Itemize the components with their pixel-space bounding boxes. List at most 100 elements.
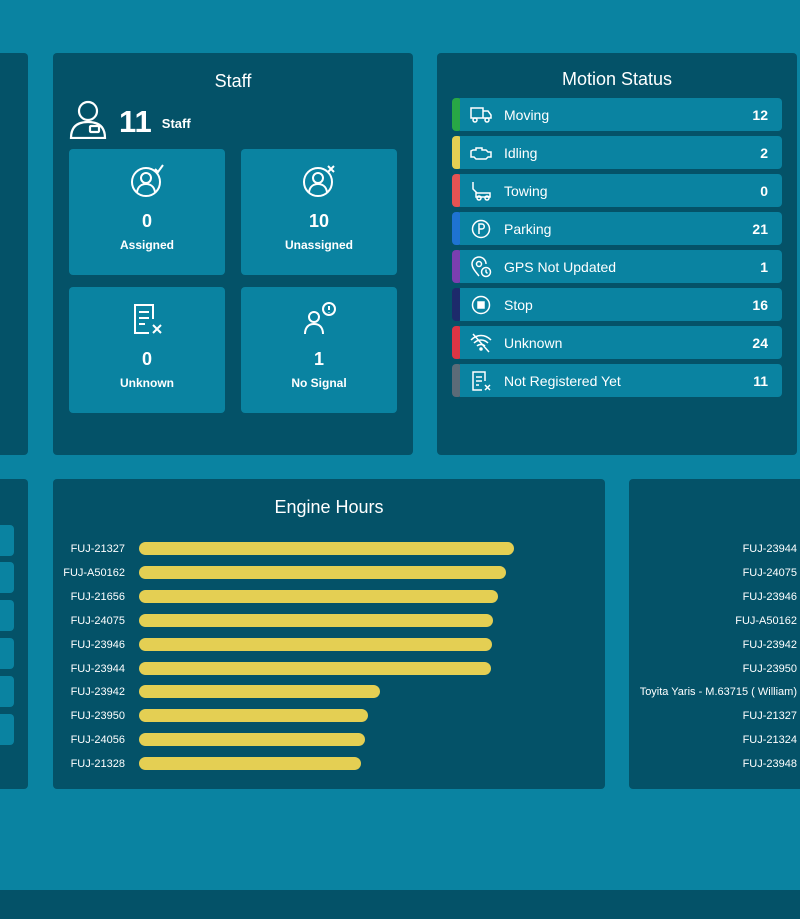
user-x-icon [241,163,397,199]
status-color-strip [452,326,462,359]
assigned-label: Assigned [119,238,174,252]
right-list-vehicle-label: FUJ-A50162 [735,615,797,627]
unknown-staff-count: 0 [141,349,152,369]
unassigned-label: Unassigned [284,238,353,252]
motion-row-moving[interactable]: Moving 12 [452,98,782,131]
user-alert-icon [241,301,397,337]
engine-hours-vehicle-label: FUJ-23946 [70,639,125,651]
right-list-panel: FUJ-23944 FUJ-24075 FUJ-23946 FUJ-A50162 FUJ… [629,479,800,789]
motion-row-stop[interactable]: Stop 16 [452,288,782,321]
right-list-vehicle-label: FUJ-23948 [742,758,797,770]
motion-row-towing[interactable]: Towing 0 [452,174,782,207]
status-color-strip [452,98,462,131]
staff-tile-unassigned[interactable]: 10 Unassigned [241,149,397,275]
motion-status-panel: Motion Status Moving 12 Idling 2 [437,53,797,455]
motion-count: 2 [760,144,768,161]
motion-row-not-registered-yet[interactable]: Not Registered Yet 11 [452,364,782,397]
motion-label: Moving [504,106,550,123]
engine-hours-vehicle-label: FUJ-24056 [70,734,125,746]
motion-count: 12 [752,106,768,123]
engine-hours-bar[interactable] [139,566,506,579]
staff-tile-unknown[interactable]: 0 Unknown [69,287,225,413]
footer-bar [0,890,800,919]
user-check-icon [69,163,225,199]
left-status-bar-red[interactable] [0,149,13,274]
engine-hours-bar[interactable] [139,638,492,651]
engine-icon [470,142,492,164]
status-color-strip [452,364,462,397]
engine-hours-bar[interactable] [139,709,368,722]
motion-row-gps-not-updated[interactable]: GPS Not Updated 1 [452,250,782,283]
right-list-vehicle-label: FUJ-24075 [742,567,797,579]
unknown-staff-label: Unknown [120,376,174,390]
parking-icon [470,218,492,240]
motion-row-idling[interactable]: Idling 2 [452,136,782,169]
engine-hours-bar[interactable] [139,614,493,627]
motion-row-unknown[interactable]: Unknown 24 [452,326,782,359]
document-x-icon [470,370,492,392]
motion-label: Not Registered Yet [504,372,621,389]
left-list-item[interactable] [0,638,14,669]
engine-hours-vehicle-label: FUJ-21328 [70,758,125,770]
right-list-vehicle-label: FUJ-23946 [742,591,797,603]
status-color-strip [452,250,462,283]
engine-hours-bar[interactable] [139,757,361,770]
staff-panel: Staff 11 Staff 0 Assigned [53,53,413,455]
left-list-item[interactable] [0,714,14,745]
tow-truck-icon [470,180,492,202]
staff-tile-no-signal[interactable]: 1 No Signal [241,287,397,413]
engine-hours-vehicle-label: FUJ-23944 [70,663,125,675]
status-color-strip [452,136,462,169]
engine-hours-vehicle-label: FUJ-23950 [70,710,125,722]
left-list-item[interactable] [0,676,14,707]
left-list-panel [0,479,28,789]
stop-icon [470,294,492,316]
motion-count: 16 [752,296,768,313]
engine-hours-vehicle-label: FUJ-24075 [70,615,125,627]
motion-row-parking[interactable]: Parking 21 [452,212,782,245]
engine-hours-vehicle-label: FUJ-21327 [70,543,125,555]
left-summary-panel [0,53,28,455]
no-signal-count: 1 [313,349,324,369]
engine-hours-bar[interactable] [139,662,491,675]
status-color-strip [452,212,462,245]
gps-off-icon [470,255,492,278]
left-status-bar-blue[interactable] [0,288,13,413]
right-list-vehicle-label: FUJ-23944 [742,543,797,555]
engine-hours-bar[interactable] [139,685,380,698]
status-color-strip [452,174,462,207]
motion-count: 21 [752,220,768,237]
document-x-icon [69,301,225,337]
motion-label: Unknown [504,334,563,351]
staff-summary: 11 Staff [69,99,191,144]
staff-tile-assigned[interactable]: 0 Assigned [69,149,225,275]
engine-hours-vehicle-label: FUJ-23942 [70,686,125,698]
motion-status-title: Motion Status [561,69,673,89]
engine-hours-vehicle-label: FUJ-A50162 [63,567,125,579]
staff-person-icon [69,99,107,144]
motion-label: Parking [504,220,552,237]
truck-icon [470,104,492,126]
left-list-item[interactable] [0,525,14,556]
motion-label: Idling [504,144,538,161]
engine-hours-vehicle-label: FUJ-21656 [70,591,125,603]
left-list-item[interactable] [0,600,14,631]
engine-hours-panel: Engine Hours FUJ-21327 FUJ-A50162 FUJ-2165… [53,479,605,789]
motion-count: 24 [752,334,768,351]
motion-count: 0 [760,182,768,199]
staff-count: 11 [119,103,152,139]
motion-count: 11 [753,372,768,389]
right-list-vehicle-label: FUJ-23950 [742,663,797,675]
engine-hours-bar[interactable] [139,542,514,555]
signal-off-icon [470,332,492,354]
right-list-vehicle-label: FUJ-23942 [742,639,797,651]
engine-hours-bar[interactable] [139,590,498,603]
motion-label: Stop [504,296,533,313]
motion-label: GPS Not Updated [504,258,617,275]
motion-count: 1 [760,258,768,275]
engine-hours-bar[interactable] [139,733,365,746]
left-list-item[interactable] [0,562,14,593]
right-list-vehicle-label: FUJ-21324 [742,734,797,746]
engine-hours-title: Engine Hours [274,497,384,517]
staff-unit-label: Staff [161,116,191,131]
